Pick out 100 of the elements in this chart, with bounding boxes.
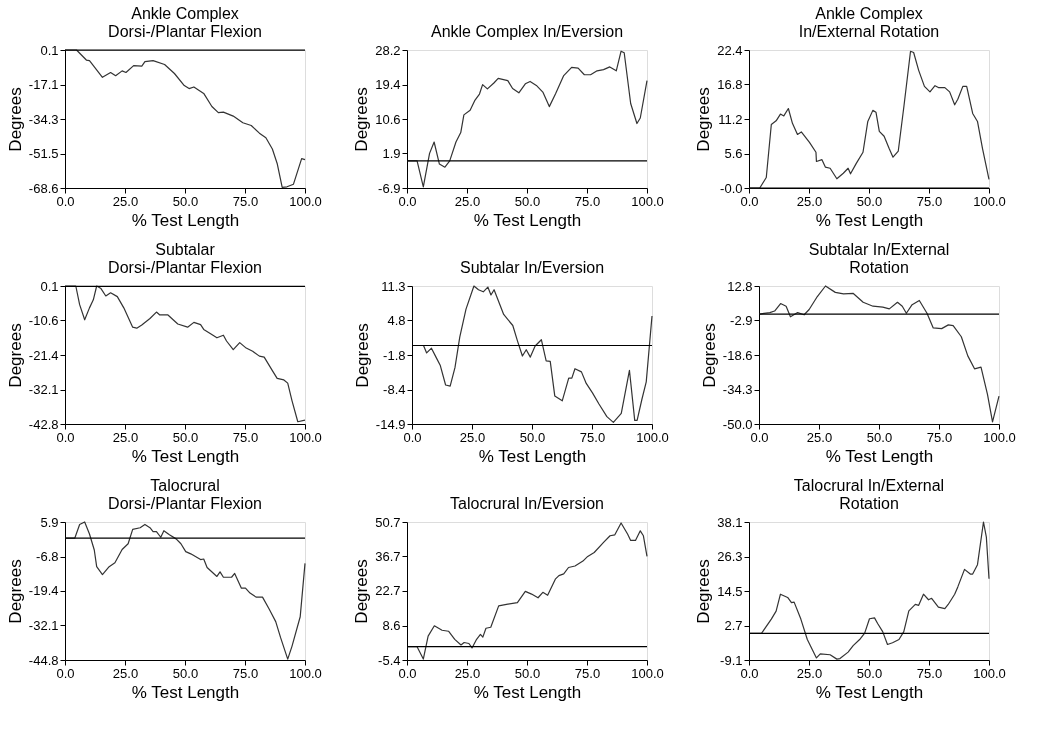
chart-title: Ankle Complex In/External Rotation: [798, 5, 940, 40]
x-axis-title: % Test Length: [131, 682, 240, 702]
y-tick-label: 28.2: [375, 42, 401, 58]
x-tick-label: 25.0: [796, 665, 823, 681]
x-tick-label: 75.0: [232, 665, 259, 681]
y-tick-label: 0.1: [40, 42, 59, 58]
y-axis-title: Degrees: [5, 87, 25, 152]
y-tick-label: -10.6: [28, 312, 59, 328]
y-tick-label: -5.4: [378, 652, 401, 668]
x-tick-label: 75.0: [232, 193, 259, 209]
x-tick-label: 50.0: [856, 665, 883, 681]
x-tick-label: 50.0: [866, 429, 893, 445]
y-tick-label: 19.4: [375, 77, 401, 93]
y-tick-label: 36.7: [375, 548, 401, 564]
y-axis-title: Degrees: [5, 323, 25, 388]
x-tick-label: 25.0: [112, 429, 139, 445]
chart-title: Subtalar In/External Rotation: [808, 241, 950, 276]
y-tick-label: 22.4: [717, 42, 743, 58]
y-tick-label: -42.8: [28, 416, 59, 432]
y-tick-label: 10.6: [375, 111, 401, 127]
x-tick-label: 75.0: [574, 193, 601, 209]
x-tick-label: 75.0: [579, 429, 606, 445]
y-tick-label: -1.8: [383, 347, 406, 363]
y-tick-label: -32.1: [28, 382, 59, 398]
x-tick-label: 25.0: [112, 193, 139, 209]
x-tick-label: 100.0: [289, 429, 322, 445]
y-tick-label: -51.5: [28, 146, 59, 162]
x-tick-label: 25.0: [796, 193, 823, 209]
x-tick-label: 100.0: [973, 193, 1006, 209]
chart-title: Ankle Complex In/Eversion: [430, 23, 624, 40]
y-tick-label: 11.3: [381, 278, 406, 294]
x-tick-label: 50.0: [172, 665, 199, 681]
x-tick-label: 75.0: [916, 193, 943, 209]
y-tick-label: -14.9: [375, 416, 406, 432]
y-tick-label: -0.0: [720, 180, 743, 196]
y-tick-label: -34.3: [28, 111, 59, 127]
x-tick-label: 0.0: [403, 429, 422, 445]
y-tick-label: 14.5: [717, 583, 743, 599]
y-tick-label: -68.6: [28, 180, 59, 196]
y-tick-label: 16.8: [717, 77, 743, 92]
x-tick-label: 25.0: [112, 665, 139, 681]
x-tick-label: 25.0: [454, 665, 481, 681]
x-tick-label: 50.0: [172, 429, 199, 445]
chart-title: Subtalar Dorsi-/Plantar Flexion: [108, 241, 262, 276]
y-tick-label: -6.9: [378, 180, 401, 196]
y-tick-label: 0.1: [40, 278, 59, 294]
y-tick-label: 12.8: [727, 278, 753, 294]
y-tick-label: -21.4: [28, 347, 59, 363]
x-tick-label: 25.0: [454, 193, 481, 209]
chart-title: Talocrural Dorsi-/Plantar Flexion: [108, 477, 262, 512]
x-tick-label: 100.0: [289, 665, 322, 681]
x-axis-title: % Test Length: [825, 446, 934, 466]
x-tick-label: 75.0: [574, 665, 601, 681]
x-axis-title: % Test Length: [473, 210, 582, 230]
y-tick-label: 11.2: [718, 111, 743, 127]
x-tick-label: 100.0: [289, 193, 322, 209]
x-tick-label: 50.0: [856, 193, 883, 209]
x-axis-title: % Test Length: [131, 446, 240, 466]
y-tick-label: 1.9: [382, 145, 401, 161]
x-tick-label: 100.0: [636, 429, 669, 445]
y-tick-label: -50.0: [722, 416, 753, 432]
y-tick-label: -34.3: [722, 382, 753, 397]
x-tick-label: 0.0: [750, 429, 769, 445]
x-tick-label: 100.0: [631, 193, 664, 209]
x-tick-label: 75.0: [232, 429, 259, 445]
y-axis-title: Degrees: [352, 87, 372, 152]
y-tick-label: -44.8: [28, 652, 59, 668]
x-tick-label: 25.0: [459, 429, 486, 445]
y-tick-label: 8.6: [382, 618, 401, 634]
y-tick-label: 5.6: [724, 146, 743, 161]
y-tick-label: -32.1: [28, 617, 59, 633]
x-axis-title: % Test Length: [131, 210, 240, 230]
y-tick-label: -17.1: [28, 77, 59, 93]
chart-title: Talocrural In/Eversion: [450, 495, 604, 512]
x-axis-title: % Test Length: [815, 682, 924, 702]
y-tick-label: -2.9: [730, 313, 753, 328]
y-tick-label: -6.8: [36, 549, 59, 565]
y-axis-title: Degrees: [699, 323, 719, 388]
y-tick-label: -9.1: [720, 652, 743, 668]
x-tick-label: 100.0: [973, 665, 1006, 681]
x-tick-label: 0.0: [398, 193, 417, 209]
chart-title: Subtalar In/Eversion: [459, 259, 605, 276]
x-axis-title: % Test Length: [478, 446, 587, 466]
x-axis-title: % Test Length: [473, 682, 582, 702]
x-tick-label: 50.0: [172, 193, 199, 209]
y-axis-title: Degrees: [352, 559, 372, 624]
x-tick-label: 50.0: [519, 429, 546, 445]
x-tick-label: 0.0: [740, 665, 759, 681]
x-tick-label: 25.0: [806, 429, 833, 445]
x-tick-label: 0.0: [56, 665, 75, 681]
y-tick-label: 38.1: [717, 514, 743, 530]
x-axis-title: % Test Length: [815, 210, 924, 230]
chart-title: Talocrural In/External Rotation: [793, 477, 945, 512]
x-tick-label: 75.0: [926, 429, 953, 445]
y-tick-label: 22.7: [375, 583, 401, 599]
x-tick-label: 100.0: [983, 429, 1016, 445]
x-tick-label: 75.0: [916, 665, 943, 681]
y-axis-title: Degrees: [352, 323, 372, 388]
y-tick-label: -18.6: [722, 347, 753, 363]
x-tick-label: 0.0: [56, 429, 75, 445]
